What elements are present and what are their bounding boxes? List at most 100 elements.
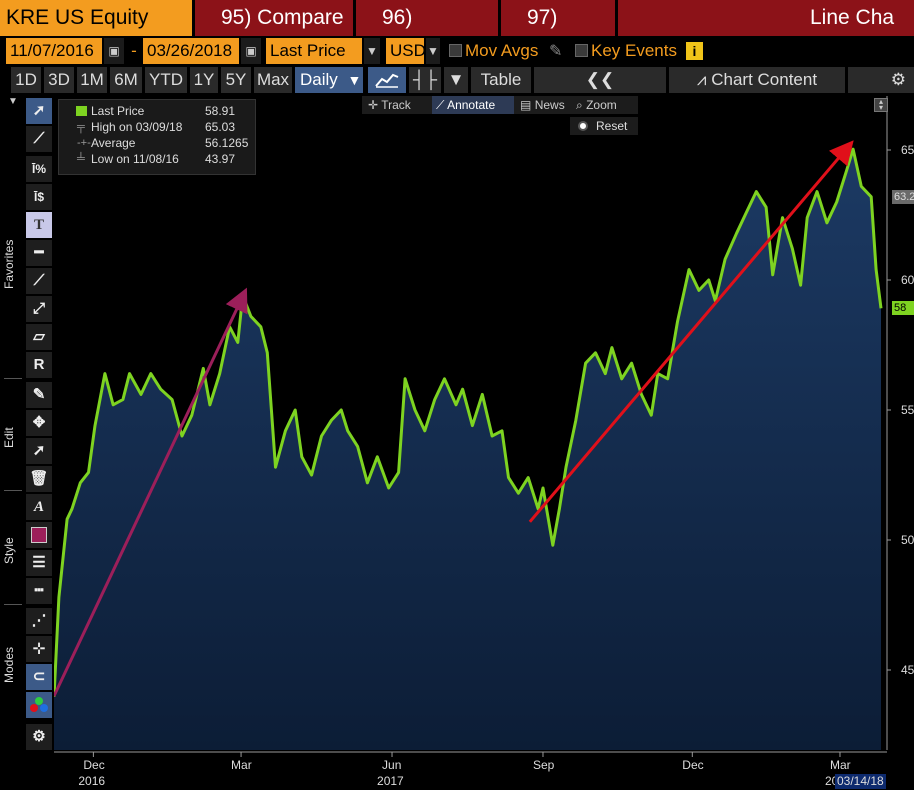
bar-chart-icon[interactable]: ┤├ (409, 67, 441, 93)
y-tick-label: 60 (901, 273, 914, 287)
annotate-button[interactable]: ⟋ Annotate (432, 96, 514, 114)
low-marker-icon: ╧ (77, 153, 85, 165)
chart-area[interactable]: Last Price 58.91 ╤ High on 03/09/18 65.0… (54, 96, 914, 790)
date-toolbar: 11/07/2016 ▣ - 03/26/2018 ▣ Last Price ▼… (0, 38, 914, 64)
reset-button[interactable]: Reset (570, 117, 638, 135)
legend-swatch (76, 106, 87, 116)
cursor-icon[interactable]: ➚ (26, 98, 52, 124)
legend-label: High on 03/09/18 (91, 120, 183, 134)
price-chart[interactable] (54, 96, 914, 790)
channel-icon[interactable]: ▱ (26, 324, 52, 350)
crosshair-icon[interactable]: ⊹ (26, 636, 52, 662)
select-add-icon[interactable]: ➚ (26, 438, 52, 464)
percent-tool-icon[interactable]: Ī% (26, 156, 52, 182)
actions-menu[interactable]: 96) Actions▼ (356, 0, 498, 65)
favorites-section-label: Favorites (2, 239, 16, 289)
chevron-down-icon[interactable]: ▼ (444, 67, 468, 93)
move-icon[interactable]: ✥ (26, 410, 52, 436)
mov-avgs-checkbox[interactable] (449, 44, 462, 57)
dotted-line-icon[interactable]: ⋰ (26, 608, 52, 634)
news-button[interactable]: ▤ News (516, 96, 570, 114)
crosshair-icon: ✛ (368, 98, 379, 112)
info-icon[interactable]: i (686, 42, 703, 60)
frequency-select[interactable]: Daily ▼ (295, 67, 363, 93)
x-tick-label: Dec (682, 758, 704, 772)
title-toolbar: KRE US Equity 95) Compare 96) Actions▼ 9… (0, 0, 914, 65)
line-style-icon[interactable]: ┅ (26, 578, 52, 604)
end-date-input[interactable]: 03/26/2018 (143, 38, 239, 64)
compare-button[interactable]: 95) Compare (195, 0, 353, 36)
high-marker-icon: ╤ (77, 121, 85, 133)
mov-avgs-label: Mov Avgs (465, 41, 539, 60)
period-toolbar: 1D 3D 1M 6M YTD 1Y 5Y Max Daily ▼ ┤├ ▼ T… (0, 67, 914, 93)
gear-icon[interactable]: ⚙ (26, 724, 52, 750)
date-separator: - (131, 41, 137, 60)
zoom-icon: ⌕ (576, 98, 583, 112)
legend-value: 56.1265 (205, 136, 249, 150)
period-max[interactable]: Max (254, 67, 292, 93)
period-3d[interactable]: 3D (44, 67, 74, 93)
scroll-toggle-icon[interactable]: ▴ ▾ (874, 98, 888, 112)
trash-icon[interactable]: 🗑 (26, 466, 52, 492)
chart-content-button[interactable]: ⩘ Chart Content (669, 67, 845, 93)
style-section-label: Style (2, 537, 16, 565)
font-icon[interactable]: A (26, 494, 52, 520)
start-date-input[interactable]: 11/07/2016 (6, 38, 102, 64)
zoom-label: Zoom (586, 98, 617, 112)
zoom-button[interactable]: ⌕ Zoom (572, 96, 636, 114)
period-5y[interactable]: 5Y (221, 67, 251, 93)
gear-icon[interactable]: ⚙ (848, 67, 914, 93)
x-tick-label: Sep (532, 758, 555, 772)
sidebar-section-labels: Favorites Edit Style Modes (0, 96, 24, 790)
price-area-fill (54, 149, 881, 750)
ray-icon[interactable]: ⤢ (26, 296, 52, 322)
y-tick-label: 55 (901, 403, 914, 417)
magnet-icon[interactable]: ⊂ (26, 664, 52, 690)
x-tick-label: Mar (829, 758, 851, 772)
annotate-label: Annotate (447, 98, 496, 112)
table-button[interactable]: Table (471, 67, 531, 93)
color-swatch-icon[interactable] (26, 522, 52, 548)
track-button[interactable]: ✛ Track (364, 96, 430, 114)
dollar-tool-icon[interactable]: Ī$ (26, 184, 52, 210)
previous-price-tag: 63.2 (892, 189, 914, 204)
period-1y[interactable]: 1Y (190, 67, 218, 93)
trend-arrow (54, 287, 248, 697)
chevron-down-icon[interactable]: ▼ (426, 38, 440, 64)
ray-tool-icon[interactable]: R (26, 352, 52, 378)
legend-high: ╤ High on 03/09/18 65.03 (59, 119, 255, 135)
divider (4, 378, 22, 379)
calendar-icon[interactable]: ▣ (104, 38, 124, 64)
period-ytd[interactable]: YTD (145, 67, 187, 93)
key-events-checkbox[interactable] (575, 44, 588, 57)
horizontal-line-icon[interactable]: ━ (26, 240, 52, 266)
period-6m[interactable]: 6M (110, 67, 142, 93)
line-weight-icon[interactable]: ☰ (26, 550, 52, 576)
x-tick-label: Mar (231, 758, 252, 772)
field-select[interactable]: Last Price (266, 38, 362, 64)
color-dots-icon[interactable] (26, 692, 52, 718)
price-line (54, 147, 883, 697)
collapse-icon[interactable]: ❮❮ (534, 67, 666, 93)
trendline-icon[interactable]: ⟋ (26, 268, 52, 294)
calendar-icon[interactable]: ▣ (241, 38, 261, 64)
y-tick-label: 50 (901, 533, 914, 547)
divider (4, 490, 22, 491)
text-tool-icon[interactable]: T (26, 212, 52, 238)
y-tick-label: 65 (901, 143, 914, 157)
chart-type-title: Line Cha (764, 0, 914, 36)
period-1m[interactable]: 1M (77, 67, 107, 93)
line-draw-icon[interactable]: ⟋ (26, 126, 52, 152)
currency-select[interactable]: USD (386, 38, 426, 64)
period-1d[interactable]: 1D (11, 67, 41, 93)
edit-menu[interactable]: 97) Edit▼ (501, 0, 615, 65)
line-chart-icon[interactable] (368, 67, 406, 93)
divider (4, 604, 22, 605)
ticker-field[interactable]: KRE US Equity (0, 0, 192, 36)
pencil-icon[interactable]: ✎ (549, 43, 563, 60)
x-tick-label: Dec (83, 758, 105, 772)
chevron-down-icon[interactable]: ▼ (8, 96, 18, 107)
annotate-icon: ⟋ (436, 98, 445, 112)
pen-icon[interactable]: ✎ (26, 382, 52, 408)
chevron-down-icon[interactable]: ▼ (364, 38, 380, 64)
